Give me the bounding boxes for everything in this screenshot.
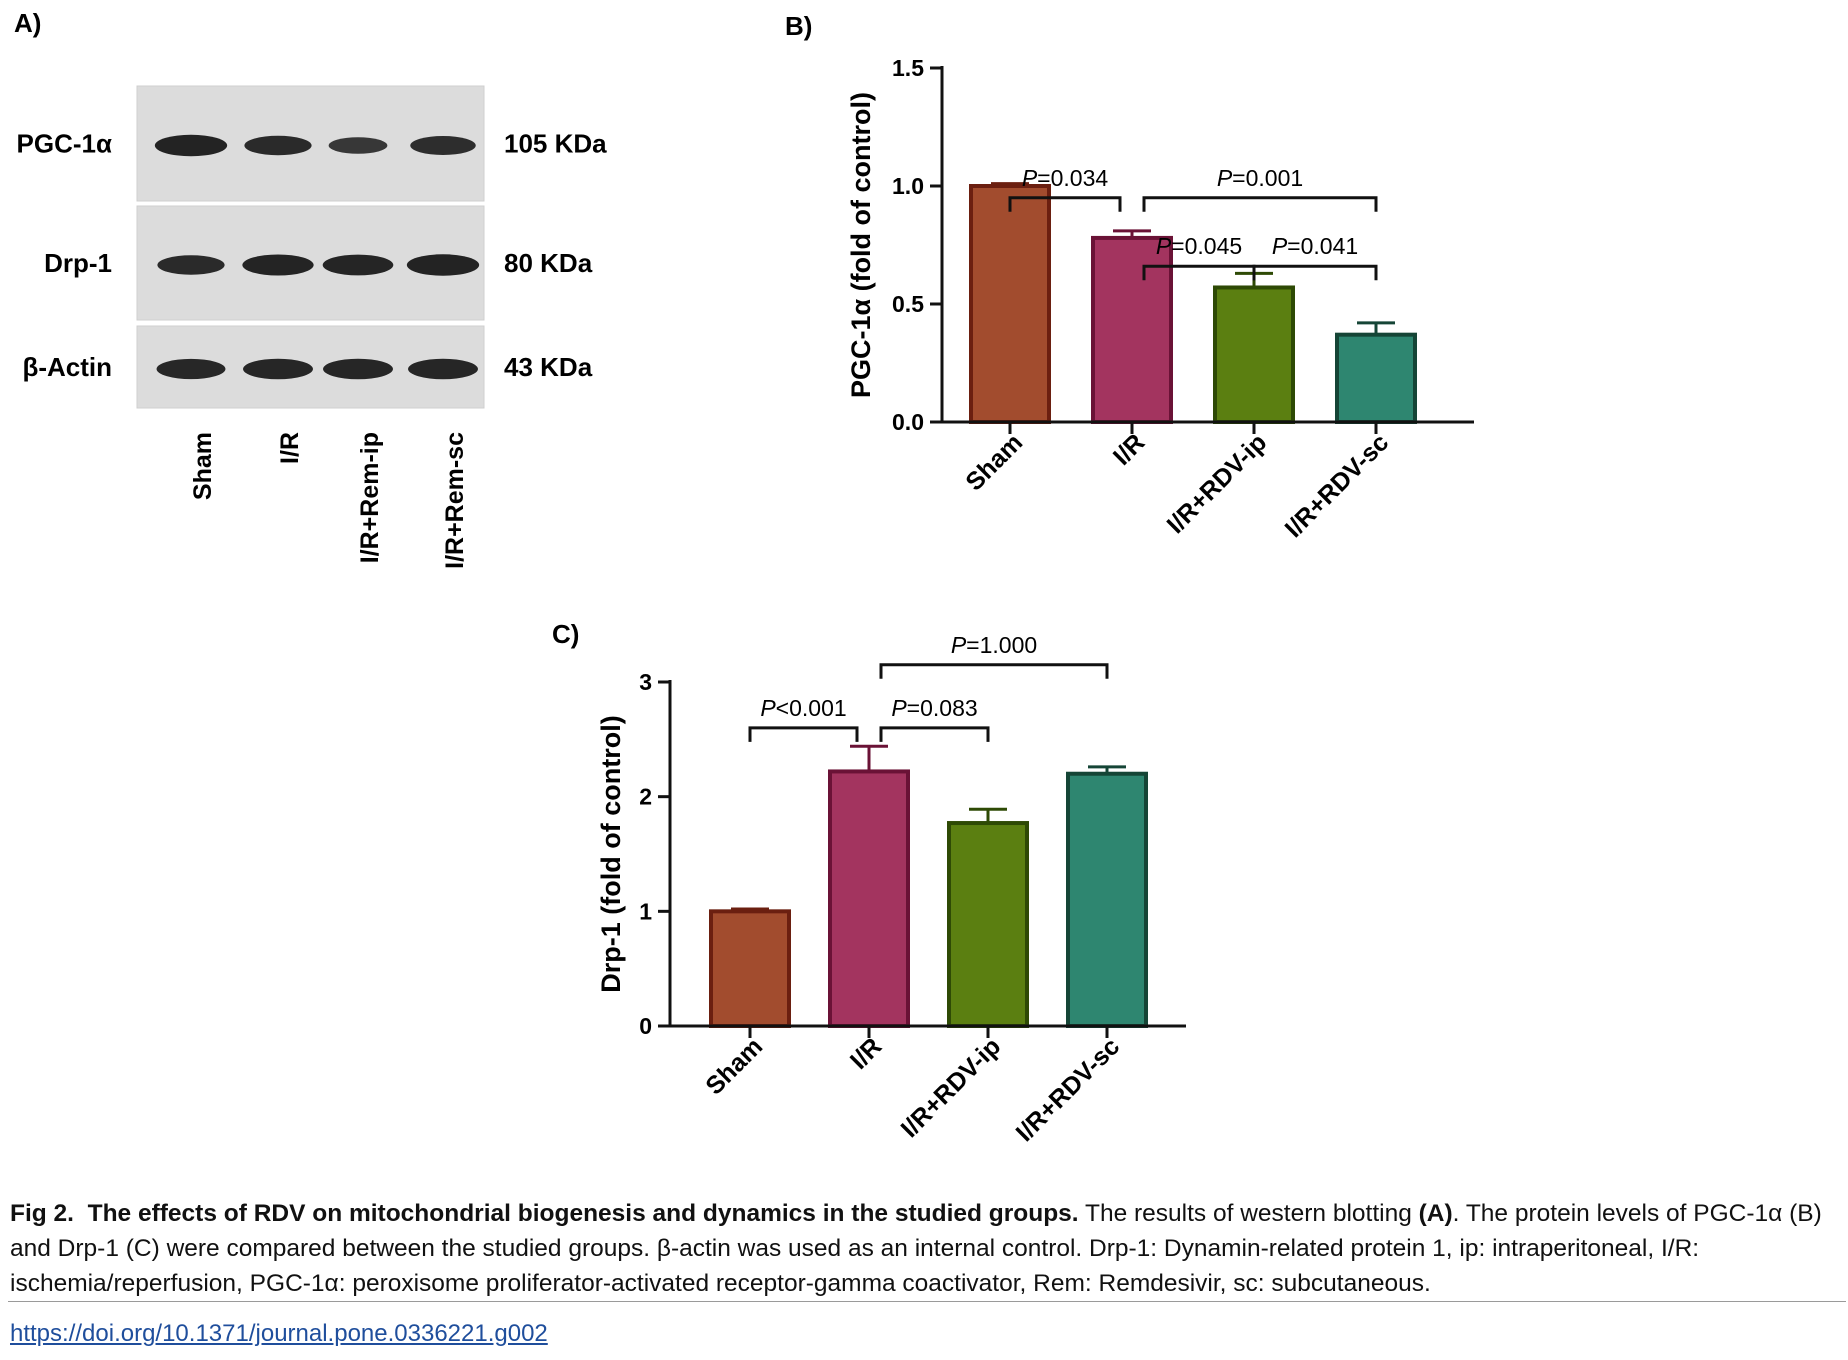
x-tick-label-i-r-rdv-sc: I/R+RDV-sc (1280, 428, 1395, 543)
band-pgc-1-lane-4 (410, 136, 476, 155)
significance-bracket-2 (1142, 196, 1378, 212)
band-pgc-1-lane-1 (154, 134, 228, 157)
significance-bracket-4 (1252, 264, 1378, 281)
kda-label-pgc-1: 105 KDa (504, 129, 607, 159)
protein-label-drp-1: Drp-1 (44, 248, 112, 278)
drp-1-fold-of-control-panel-label: C) (552, 619, 579, 649)
x-tick-label-i-r-rdv-ip: I/R+RDV-ip (1162, 428, 1273, 539)
x-tick-label-i-r-rdv-sc: I/R+RDV-sc (1011, 1032, 1126, 1147)
band-drp-1-lane-3 (322, 254, 394, 276)
bar-i-r-rdv-ip (947, 821, 1029, 1028)
band-actin-lane-2 (243, 358, 313, 380)
significance-bracket-1 (1008, 196, 1122, 212)
p-value-label-1: P=0.034 (1022, 165, 1109, 191)
figure-caption: Fig 2. The effects of RDV on mitochondri… (10, 1196, 1840, 1301)
bar-i-r-rdv-ip (1213, 285, 1295, 425)
y-tick-label-0: 0 (639, 1013, 652, 1039)
caption-text-1: The results of western blotting (1085, 1200, 1412, 1227)
figure: A) PGC-1α 105 KDa Drp-1 80 KDa β-Actin 43 KDa S… (14, 8, 1474, 1147)
band-actin-lane-1 (156, 358, 226, 380)
band-drp-1-lane-2 (242, 254, 314, 276)
caption-text-2: . The protein levels of PGC-1α (B) and D… (10, 1200, 1822, 1297)
significance-bracket-2 (879, 726, 990, 742)
p-value-label-2: P=0.001 (1217, 165, 1303, 191)
p-value-label-2: P=0.083 (891, 695, 977, 721)
band-pgc-1-lane-2 (244, 135, 312, 156)
y-tick-label-0-5: 0.5 (892, 291, 924, 317)
bar-i-r-rdv-sc (1066, 771, 1148, 1028)
y-tick-label-1-5: 1.5 (892, 55, 924, 81)
lane-label-i-r: I/R (276, 432, 304, 464)
p-value-label-1: P<0.001 (760, 695, 846, 721)
pgc-1-fold-of-control-panel-label: B) (785, 11, 812, 41)
y-tick-label-1-0: 1.0 (892, 173, 924, 199)
kda-label-actin: 43 KDa (504, 352, 593, 382)
x-tick-label-sham: Sham (960, 428, 1028, 496)
x-tick-label-i-r: I/R (1108, 428, 1150, 470)
caption-divider (8, 1301, 1846, 1302)
band-actin-lane-4 (408, 358, 478, 380)
lane-label-i-r-rem-ip: I/R+Rem-ip (356, 432, 384, 563)
x-tick-label-i-r-rdv-ip: I/R+RDV-ip (896, 1032, 1007, 1143)
pgc-1-fold-of-control-y-axis-label: PGC-1α (fold of control) (846, 92, 876, 398)
band-pgc-1-lane-3 (328, 137, 388, 154)
significance-bracket-3 (879, 663, 1109, 679)
kda-label-drp-1: 80 KDa (504, 248, 593, 278)
pgc1a-bar-chart: B) 0.0 0.5 1.0 1.5 PGC-1α (fold of control) Sh… (785, 11, 1474, 543)
caption-fig-number: Fig 2. (10, 1200, 74, 1227)
bar-i-r (828, 769, 910, 1028)
doi-link[interactable]: https://doi.org/10.1371/journal.pone.033… (10, 1320, 548, 1347)
band-actin-lane-3 (323, 358, 393, 380)
significance-bracket-1 (748, 726, 859, 742)
western-blot-panel: A) PGC-1α 105 KDa Drp-1 80 KDa β-Actin 43 KDa S… (14, 8, 607, 569)
panel-a-label: A) (14, 8, 41, 38)
band-drp-1-lane-1 (157, 255, 225, 275)
y-tick-label-2: 2 (639, 784, 652, 810)
x-tick-label-sham: Sham (700, 1032, 768, 1100)
p-value-label-4: P=0.041 (1272, 233, 1358, 259)
lane-label-sham: Sham (189, 432, 217, 500)
lane-label-i-r-rem-sc: I/R+Rem-sc (441, 432, 469, 569)
band-drp-1-lane-4 (406, 254, 480, 276)
protein-label-pgc-1: PGC-1α (17, 129, 112, 159)
bar-sham (709, 909, 791, 1028)
bar-i-r-rdv-sc (1335, 332, 1417, 424)
caption-title: The effects of RDV on mitochondrial biog… (87, 1200, 1079, 1227)
protein-label-actin: β-Actin (22, 352, 112, 382)
y-tick-label-3: 3 (639, 669, 652, 695)
bar-sham (969, 184, 1051, 424)
x-tick-label-i-r: I/R (845, 1032, 887, 1074)
p-value-label-3: P=0.045 (1156, 233, 1242, 259)
drp-1-fold-of-control-y-axis-label: Drp-1 (fold of control) (596, 715, 626, 992)
y-tick-label-0-0: 0.0 (892, 409, 924, 435)
p-value-label-3: P=1.000 (951, 632, 1037, 658)
y-tick-label-1: 1 (639, 898, 652, 924)
bar-i-r (1091, 235, 1173, 424)
caption-ref-a: (A) (1418, 1200, 1453, 1227)
